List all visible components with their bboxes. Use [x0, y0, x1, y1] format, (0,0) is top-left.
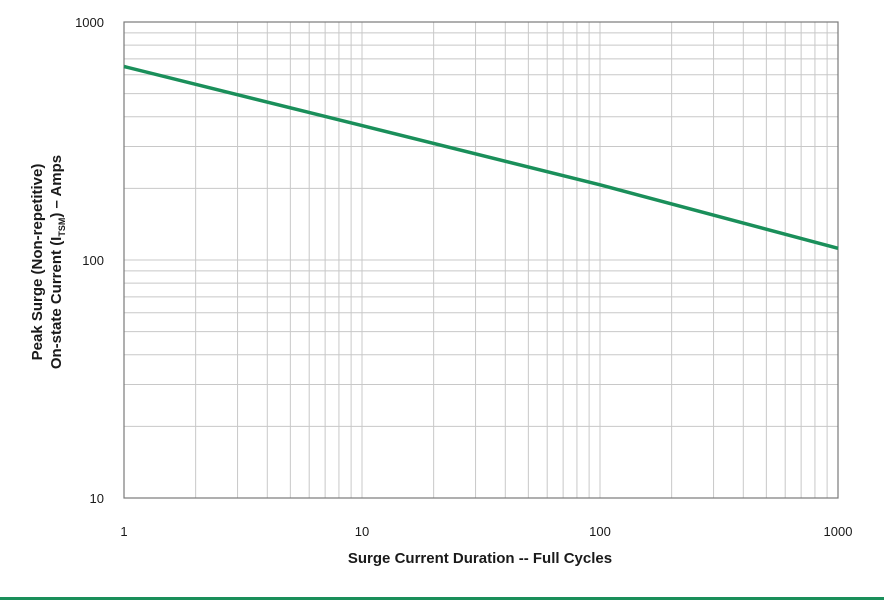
y-axis-title-line2: On-state Current (ITSM) – Amps: [48, 155, 67, 369]
series: [123, 64, 839, 250]
y-axis-title: Peak Surge (Non-repetitive) On-state Cur…: [29, 155, 67, 369]
axes: [123, 21, 839, 499]
y-tick-label: 1000: [75, 15, 104, 30]
bottom-accent-rule: [0, 597, 884, 600]
grid: [124, 22, 838, 498]
x-tick-label: 10: [355, 524, 369, 539]
x-tick-label: 100: [589, 524, 611, 539]
plot-frame: [123, 21, 839, 499]
y-axis-title-subscript: TSM: [57, 218, 67, 237]
y-axis-title-line2-suffix: ) – Amps: [48, 155, 65, 218]
y-axis-title-line1: Peak Surge (Non-repetitive): [29, 164, 46, 361]
y-tick-label: 10: [90, 491, 104, 506]
y-axis-title-line2-prefix: On-state Current (I: [48, 237, 65, 370]
x-tick-label: 1: [120, 524, 127, 539]
tick-labels: 1 10 100 1000 10 100 1000: [75, 15, 852, 539]
x-tick-label: 1000: [824, 524, 853, 539]
x-axis-title: Surge Current Duration -- Full Cycles: [348, 550, 612, 567]
y-tick-label: 100: [82, 253, 104, 268]
series-line: [123, 64, 839, 250]
